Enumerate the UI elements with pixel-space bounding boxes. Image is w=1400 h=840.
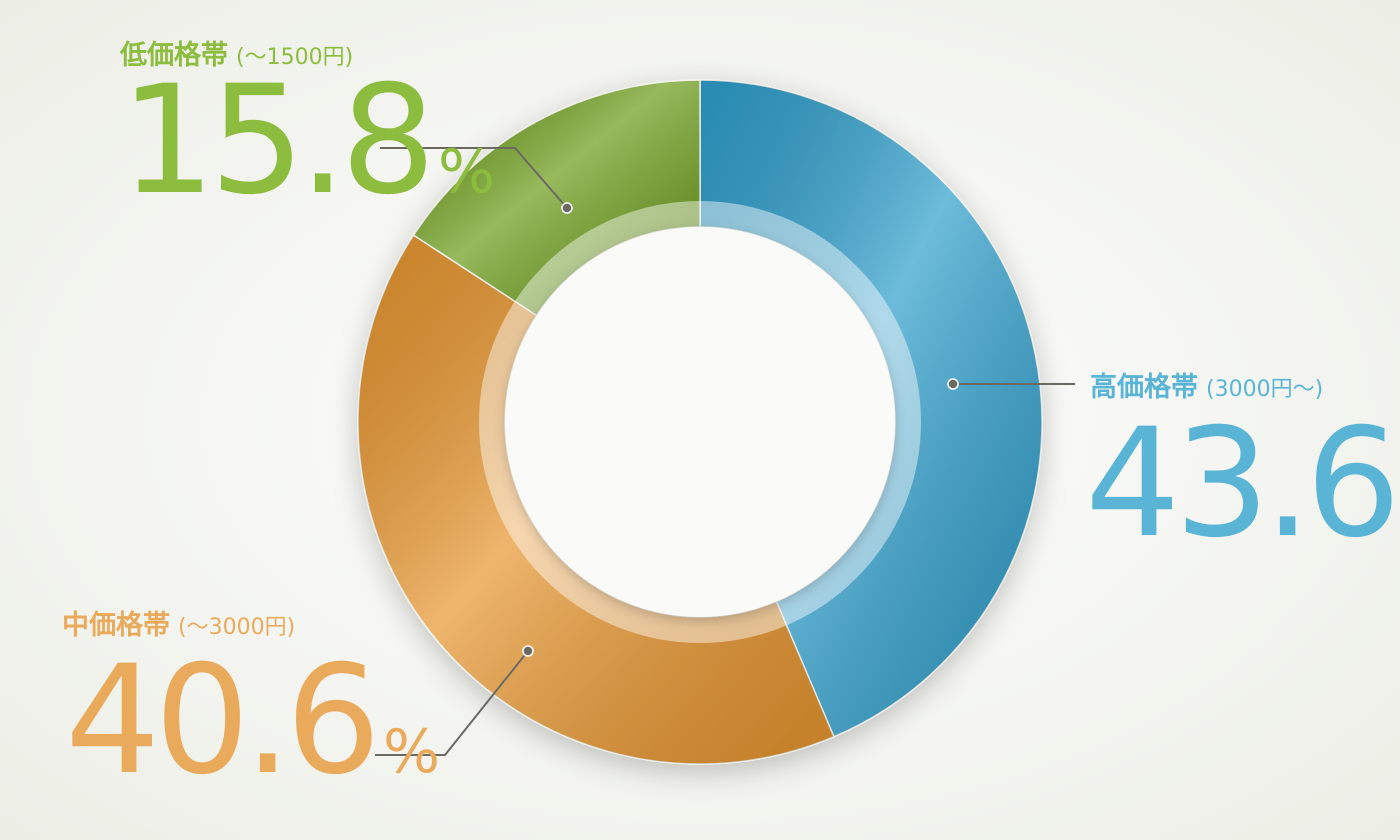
labels: 高価格帯 (3000円〜)43.6% 中価格帯 (〜3000円)40.6% 低価格帯 (〜… [62, 39, 1400, 808]
category-label: 高価格帯 (3000円〜) [1090, 371, 1323, 403]
category-name: 低価格帯 [119, 39, 228, 71]
leader-dot [947, 378, 959, 390]
value-label: 43.6% [1085, 397, 1400, 571]
inner-ring [479, 201, 921, 643]
value-label: 15.8% [120, 54, 492, 228]
leader-dot [561, 202, 573, 214]
category-note: (3000円〜) [1206, 377, 1323, 402]
category-name: 高価格帯 [1090, 371, 1198, 403]
category-label: 低価格帯 (〜1500円) [119, 39, 353, 71]
leader-line [380, 147, 568, 209]
category-note: (〜3000円) [178, 615, 295, 640]
category-name: 中価格帯 [62, 609, 170, 641]
category-label: 中価格帯 (〜3000円) [62, 609, 295, 641]
leader-dot [522, 645, 534, 657]
value-label: 40.6% [65, 634, 437, 808]
category-note: (〜1500円) [236, 45, 353, 70]
hole [505, 227, 895, 617]
leader-line [375, 650, 529, 756]
